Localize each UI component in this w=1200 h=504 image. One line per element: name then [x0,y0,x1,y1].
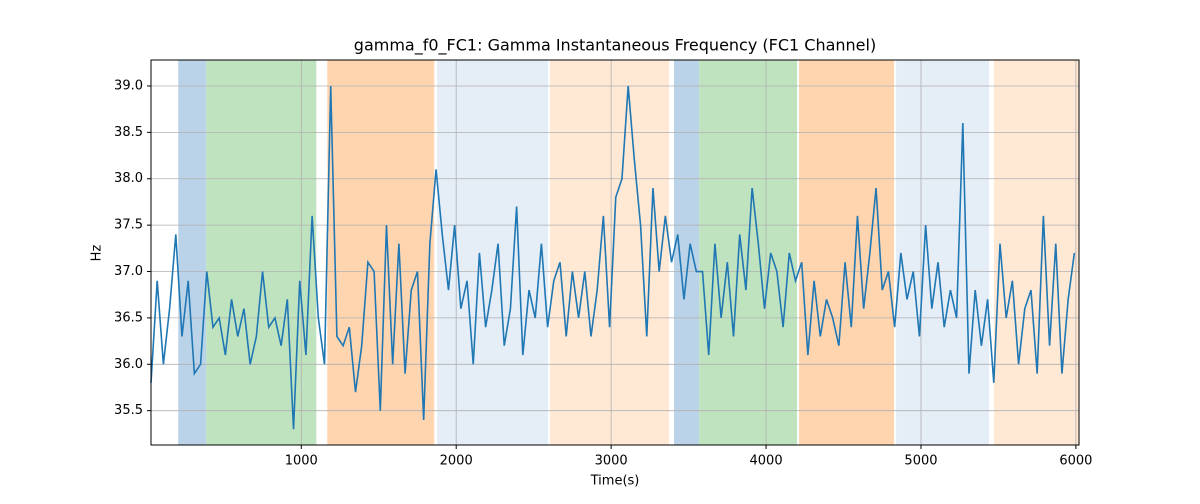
y-tick-label: 37.5 [114,218,143,233]
x-tick-label: 6000 [1059,454,1092,469]
plot-frame [150,59,1080,446]
y-tick-label: 37.0 [114,264,143,279]
shaded-span [437,60,549,445]
data-line [150,85,1076,430]
chart-title: gamma_f0_FC1: Gamma Instantaneous Freque… [354,36,876,56]
x-tick-label: 3000 [595,454,628,469]
shaded-span [799,60,895,445]
x-tick-label: 1000 [285,454,318,469]
y-tick-label: 38.5 [114,125,143,140]
y-tick-label: 39.0 [114,78,143,93]
shaded-span [550,60,670,445]
x-tick-label: 5000 [904,454,937,469]
shaded-span [178,60,207,445]
x-tick-label: 4000 [750,454,783,469]
x-tick-label: 2000 [440,454,473,469]
shaded-span [674,60,700,445]
y-tick-label: 38.0 [114,171,143,186]
shaded-span [896,60,989,445]
shaded-span [993,60,1079,445]
x-axis-label: Time(s) [590,474,640,489]
y-tick-label: 36.0 [114,357,143,372]
y-tick-label: 36.5 [114,310,143,325]
y-tick-label: 35.5 [114,403,143,418]
shaded-span [206,60,317,445]
y-axis-label: Hz [90,245,105,262]
